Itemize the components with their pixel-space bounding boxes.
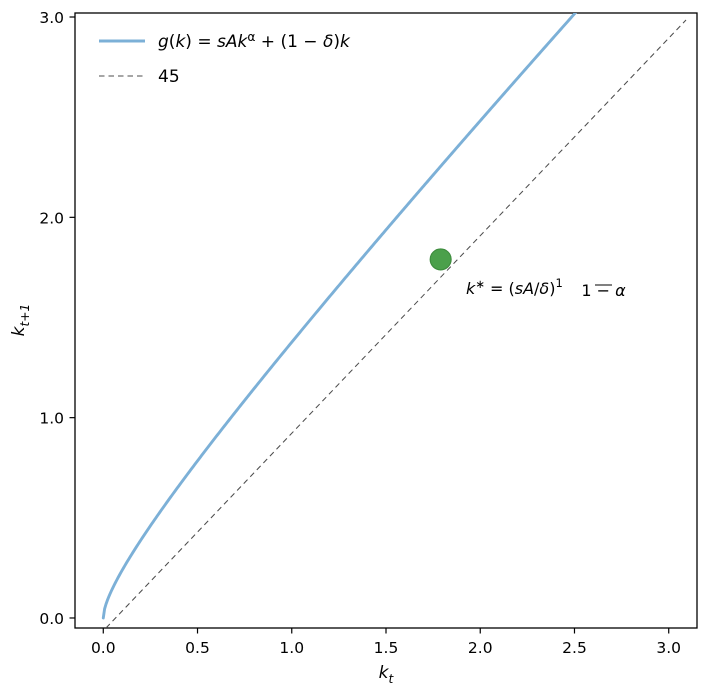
legend-label-45: 45 — [158, 67, 180, 87]
legend: g(k) = sAkα + (1 − δ)k 45 — [99, 30, 351, 87]
transition-curve-g — [101, 13, 578, 620]
svg-text:kt+1: kt+1 — [9, 304, 32, 337]
y-tick-label: 0.0 — [39, 610, 64, 628]
x-tick-label: 1.0 — [279, 639, 304, 657]
x-tick-label: 1.5 — [374, 639, 399, 657]
x-tick-label: 0.0 — [91, 639, 116, 657]
x-tick-label: 3.0 — [656, 639, 681, 657]
y-axis-title: kt+1 — [9, 304, 32, 337]
x-axis-ticks: 0.0 0.5 1.0 1.5 2.0 2.5 3.0 — [91, 628, 681, 657]
steady-state-point — [429, 248, 452, 271]
svg-text:1 − α: 1 − α — [581, 281, 626, 300]
x-axis-title: kt — [379, 663, 395, 686]
y-tick-label: 3.0 — [39, 9, 64, 27]
x-tick-label: 2.5 — [562, 639, 587, 657]
x-tick-label: 2.0 — [468, 639, 493, 657]
forty-five-degree-line — [105, 19, 687, 628]
x-tick-label: 0.5 — [185, 639, 210, 657]
y-axis-ticks: 0.0 1.0 2.0 3.0 — [39, 9, 75, 628]
steady-state-annotation: k∗ = (sA/δ)1 1 − α — [466, 276, 626, 300]
y-tick-label: 2.0 — [39, 209, 64, 227]
svg-text:k∗ = (sA/δ)1: k∗ = (sA/δ)1 — [466, 276, 563, 298]
y-tick-label: 1.0 — [39, 410, 64, 428]
svg-text:kt: kt — [379, 663, 395, 686]
legend-label-curve: g(k) = sAkα + (1 − δ)k — [158, 30, 351, 52]
